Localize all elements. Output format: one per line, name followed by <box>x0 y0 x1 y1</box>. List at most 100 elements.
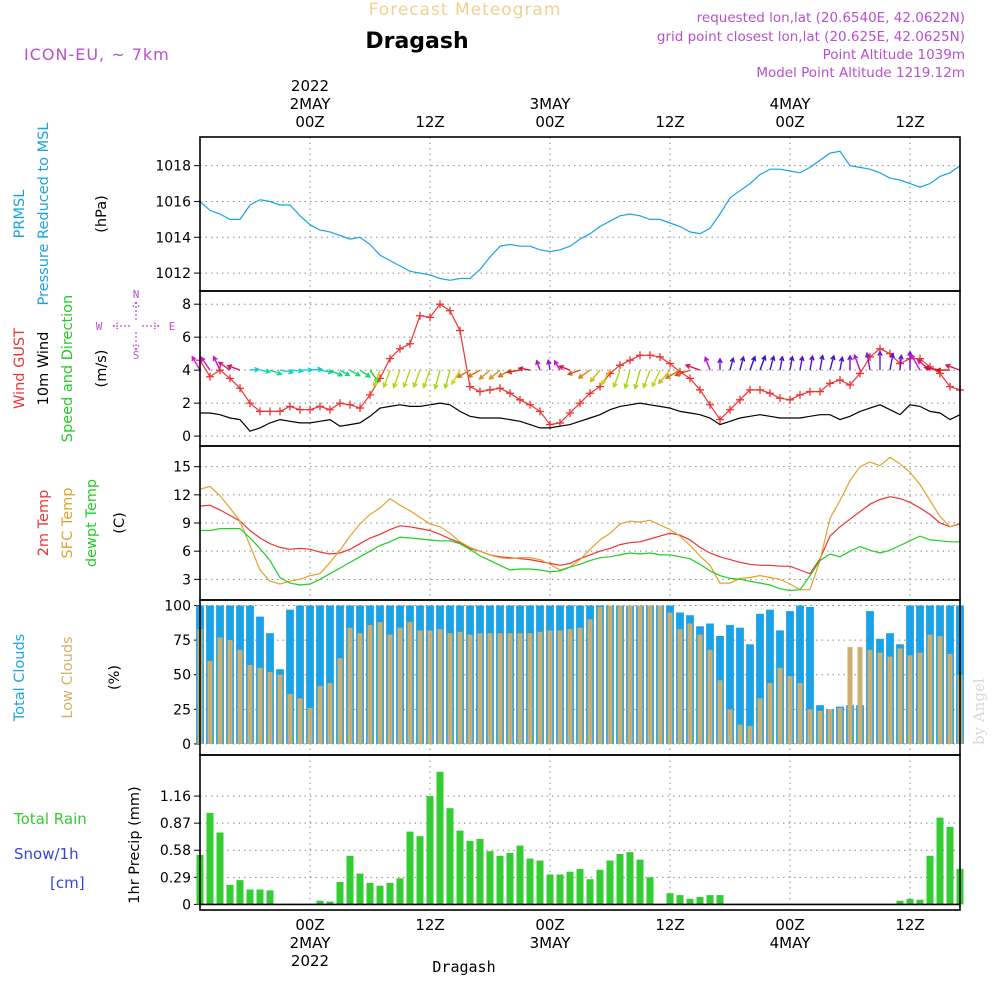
low-clouds-bar <box>707 649 713 744</box>
total-rain-bar <box>476 839 484 905</box>
total-rain-bar <box>326 901 334 905</box>
wind-gust-marker <box>726 405 734 414</box>
wind-direction-arrow <box>642 369 651 389</box>
wind-direction-arrow <box>612 369 621 389</box>
wind-ytick-label: 2 <box>182 396 191 412</box>
wind-gust-marker <box>696 385 704 394</box>
wind-direction-arrow <box>517 366 531 372</box>
low-clouds-bar <box>237 649 243 744</box>
clouds-ytick-label: 50 <box>173 668 191 684</box>
wind-direction-arrow <box>739 355 746 371</box>
total-rain-bar <box>686 898 694 905</box>
wind-direction-arrow <box>819 354 825 371</box>
total-clouds-bar <box>296 605 304 744</box>
total-rain-bar <box>466 840 474 905</box>
top-tick-label: 00Z <box>775 113 804 131</box>
wind-gust-marker <box>826 379 834 388</box>
wind-gust-marker <box>746 385 754 394</box>
total-clouds-bar <box>806 606 814 744</box>
wind-gust-marker <box>686 374 694 383</box>
wind-direction-arrow <box>600 369 611 386</box>
total-clouds-bar <box>796 605 804 744</box>
low-clouds-bar <box>867 649 873 744</box>
temperature-ylabel: (C) <box>112 512 128 533</box>
total-rain-bar <box>446 808 454 905</box>
low-clouds-bar <box>217 637 223 744</box>
total-rain-bar <box>336 882 344 905</box>
low-clouds-bar <box>937 636 943 744</box>
wind-direction-arrow <box>577 369 591 379</box>
wind-gust-marker <box>536 407 544 416</box>
low-clouds-bar <box>927 634 933 744</box>
temperature-ytick-label: 9 <box>182 516 191 532</box>
total-rain-bar <box>506 853 514 905</box>
wind-direction-arrow <box>226 364 241 371</box>
wind-direction-arrow <box>309 366 324 373</box>
total-rain-bar <box>376 885 384 905</box>
wind-direction-arrow <box>359 369 371 378</box>
wind-direction-arrow <box>633 369 641 390</box>
low-clouds-bar <box>887 656 893 744</box>
wind-direction-arrow <box>847 354 853 371</box>
low-clouds-bar <box>797 683 803 744</box>
wind-gust-marker <box>546 420 554 429</box>
temperature-ylabel: dewpt Temp <box>84 479 100 567</box>
wind-direction-arrow <box>466 369 481 378</box>
low-clouds-bar <box>817 710 823 744</box>
wind-direction-arrow <box>809 354 815 371</box>
wind-gust-marker <box>526 400 534 409</box>
wind-direction-arrow <box>451 369 461 386</box>
wind-gust-marker <box>646 351 654 360</box>
wind-ytick-label: 4 <box>182 363 191 379</box>
wind-gust-marker <box>316 402 324 411</box>
low-clouds-bar <box>947 654 953 744</box>
pressure-panel: 1012 1014 1016 1018 PRMSL Pressure Reduced to… <box>12 123 961 306</box>
low-clouds-bar <box>717 680 723 744</box>
pressure-ylabel: Pressure Reduced to MSL <box>36 123 52 306</box>
wind-direction-arrow <box>456 369 471 378</box>
total-rain-bar <box>616 854 624 905</box>
low-clouds-bar <box>327 683 333 744</box>
total-rain-bar <box>256 889 264 905</box>
total-clouds-bar <box>736 627 744 744</box>
wind-ytick-label: 6 <box>182 330 191 346</box>
low-clouds-bar <box>397 627 403 744</box>
low-clouds-bar <box>547 630 553 744</box>
precip-panel: 0 0.29 0.58 0.87 1.16 1hr Precip (mm) Total Ra… <box>13 754 964 913</box>
low-clouds-bar <box>207 660 213 744</box>
wind-direction-arrow <box>829 354 836 371</box>
pressure-ytick-label: 1014 <box>155 230 191 246</box>
total-rain-bar <box>206 812 214 905</box>
top-tick-label: 12Z <box>415 113 444 131</box>
low-clouds-bar <box>637 605 643 744</box>
wind-gust-marker <box>466 382 474 391</box>
low-clouds-bar <box>297 698 303 744</box>
wind-direction-arrow <box>651 369 661 388</box>
low-clouds-bar <box>357 633 363 744</box>
wind-gust-marker <box>856 369 864 378</box>
clouds-ylabel: Low Clouds <box>60 636 76 718</box>
wind-direction-arrow <box>546 358 552 371</box>
top-tick-label: 3MAY <box>530 95 572 113</box>
low-clouds-bar <box>917 652 923 744</box>
low-clouds-bar <box>617 605 623 744</box>
low-clouds-bar <box>307 707 313 744</box>
compass-rose-icon: N W E S <box>96 288 176 362</box>
dewpt-temp-line <box>200 527 960 592</box>
compass-vertical-arrow <box>132 301 140 351</box>
bottom-tick-label: 00Z <box>295 916 324 934</box>
total-rain-bar <box>346 855 354 905</box>
low-clouds-bar <box>607 605 613 744</box>
wind-gust-marker <box>406 339 414 348</box>
total-rain-bar <box>566 871 574 905</box>
low-clouds-bar <box>477 633 483 744</box>
total-rain-bar <box>896 900 904 905</box>
wind-direction-arrow <box>191 355 201 371</box>
bottom-tick-label: 00Z <box>775 916 804 934</box>
compass-w-label: W <box>96 320 103 333</box>
wind-direction-arrow <box>789 355 795 371</box>
low-clouds-bar <box>657 605 663 744</box>
wind-direction-arrow <box>412 369 421 389</box>
wind-gust-marker <box>476 387 484 396</box>
